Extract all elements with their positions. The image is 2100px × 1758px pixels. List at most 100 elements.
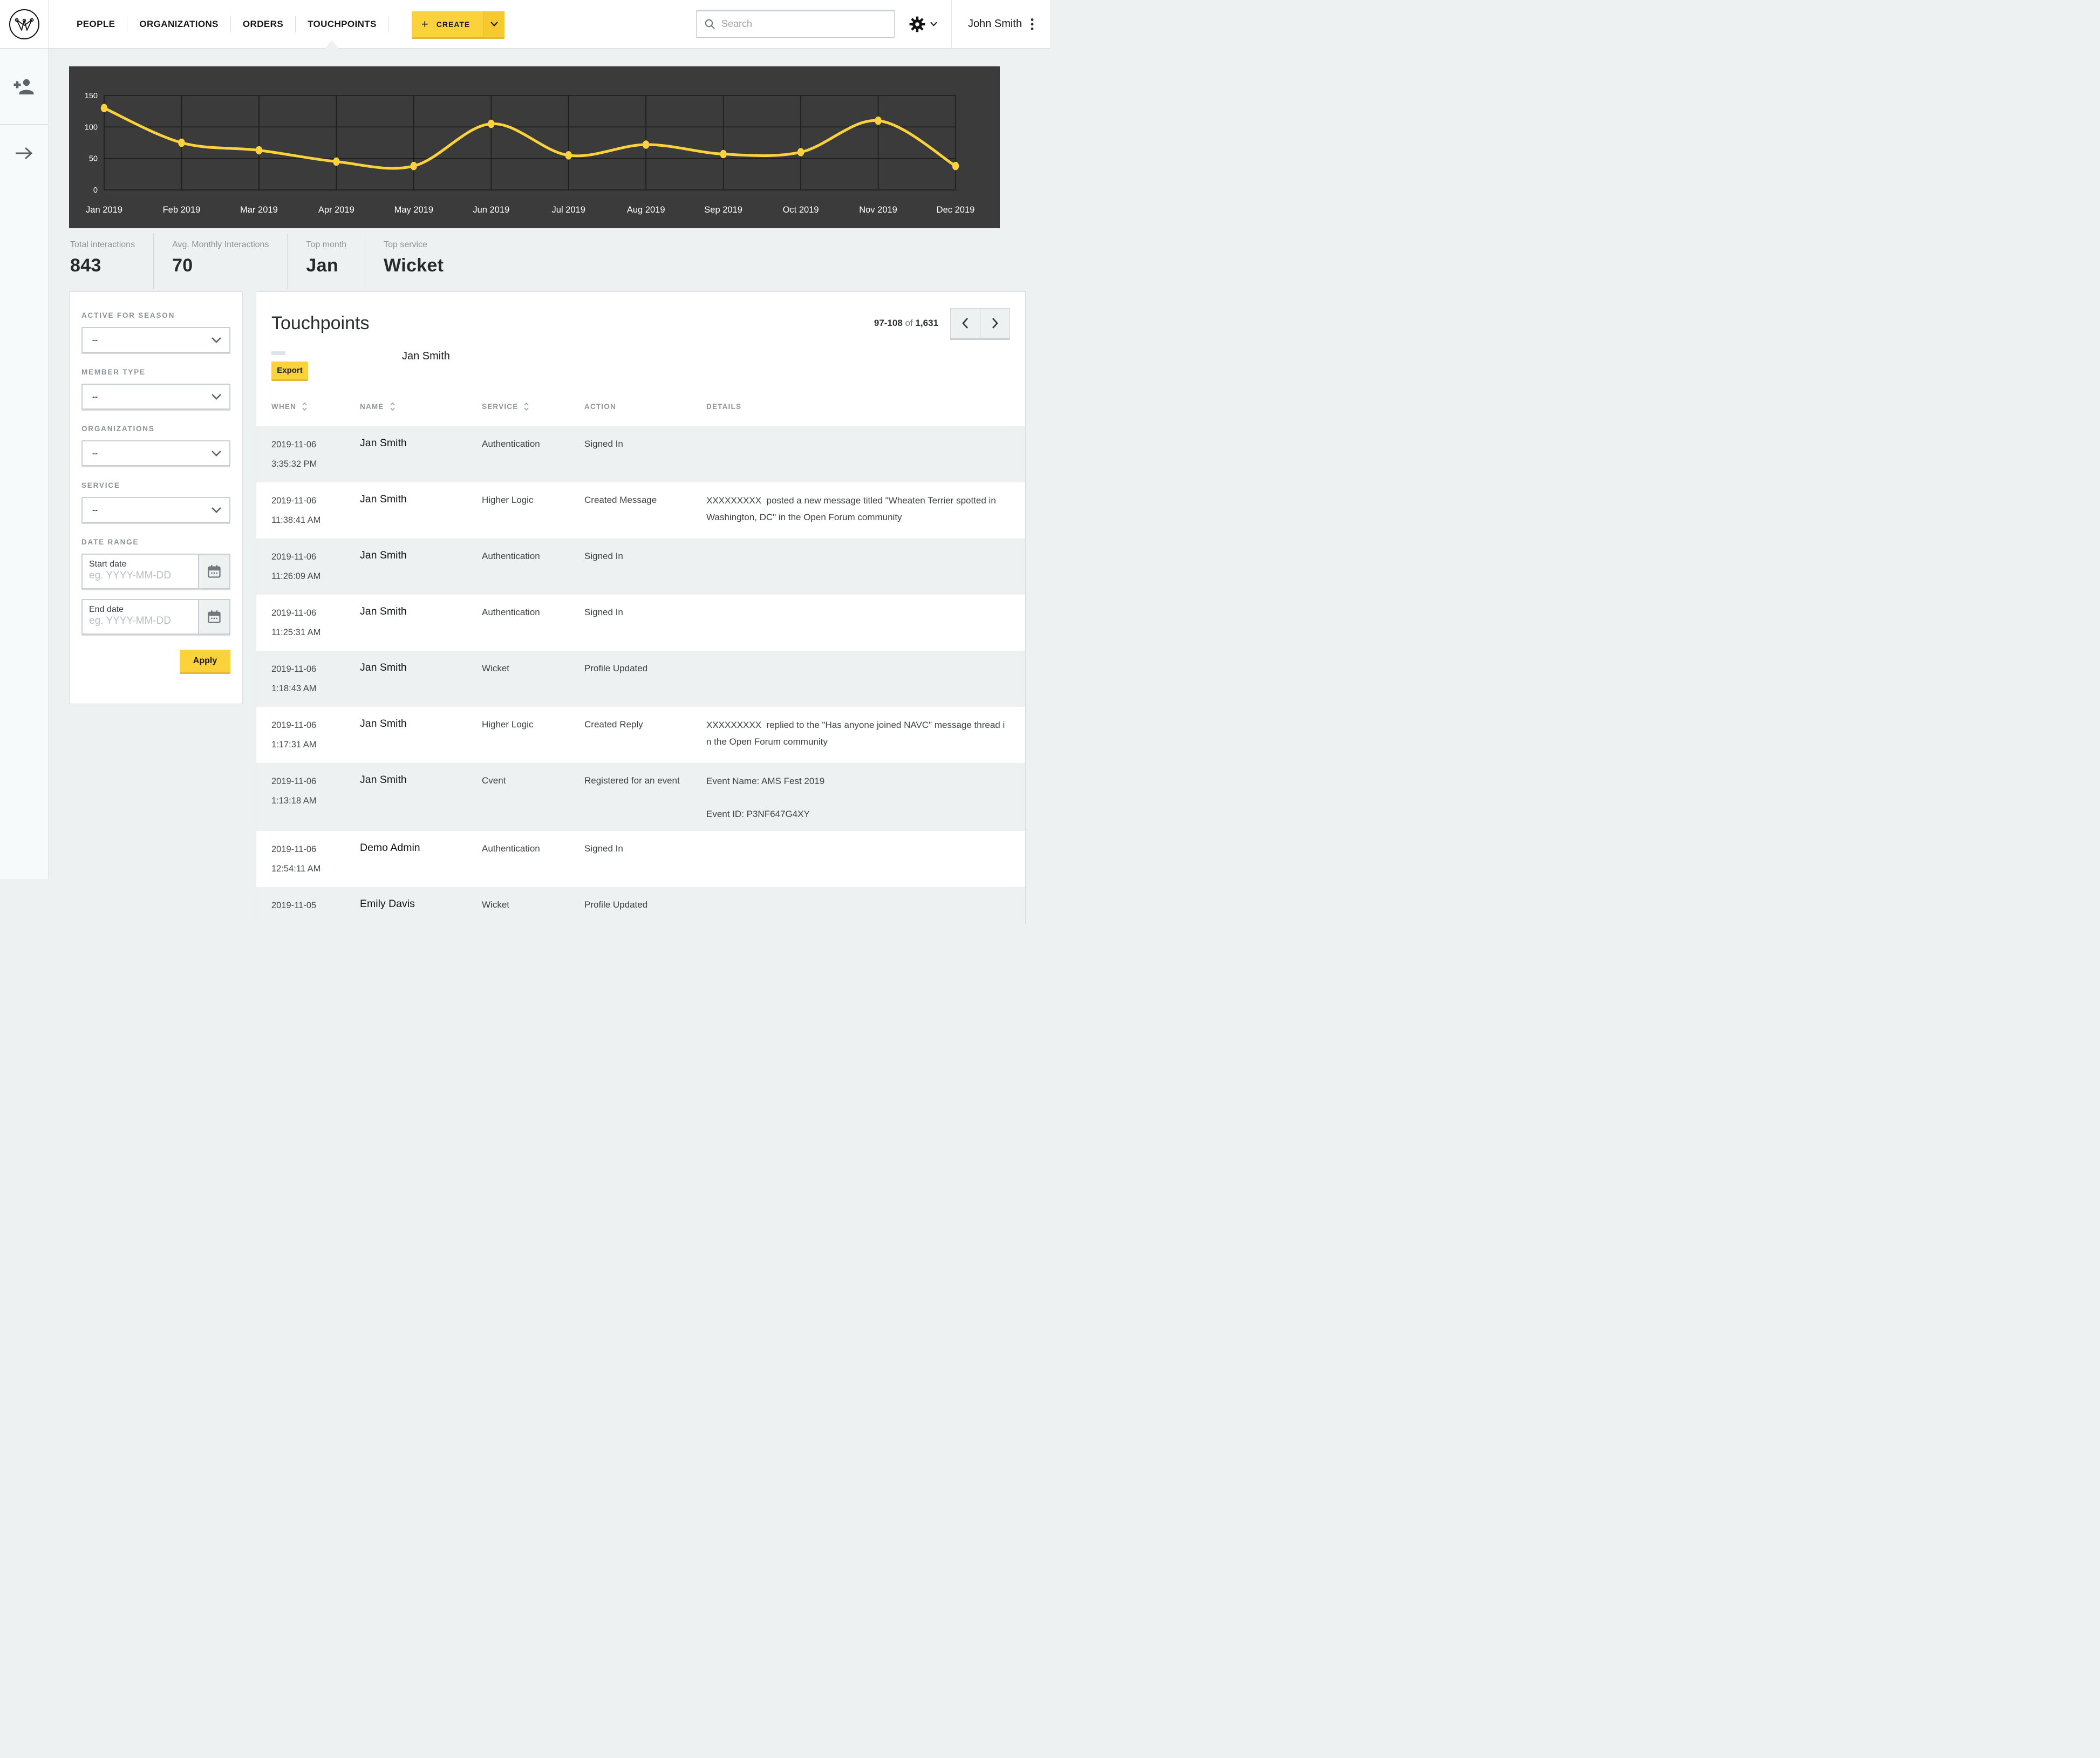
add-person-button[interactable] [0, 49, 48, 125]
search-box [696, 10, 895, 38]
end-date-input[interactable] [89, 615, 198, 627]
service-select[interactable]: -- [81, 497, 230, 523]
cell-service: Higher Logic [482, 495, 534, 505]
filter-label-member-type: MEMBER TYPE [81, 368, 146, 376]
header-divider [951, 0, 952, 49]
plus-icon: + [421, 17, 429, 31]
expand-panel-button[interactable] [0, 125, 48, 181]
user-menu[interactable]: John Smith [952, 0, 1050, 48]
column-header-name[interactable]: NAME [360, 402, 482, 411]
cell-when: 2019-11-06 1:17:31 AM [271, 720, 317, 749]
select-value: -- [92, 335, 98, 345]
settings-menu[interactable] [895, 16, 951, 33]
pagination-current: 97-108 [874, 318, 903, 328]
table-row: 2019-11-06 1:17:31 AM Jan Smith Higher Logi… [256, 707, 1025, 763]
toolbar-dash [271, 351, 285, 355]
cell-details [706, 547, 1010, 586]
arrow-right-icon [15, 147, 32, 160]
previous-page-button[interactable] [950, 308, 980, 338]
table-row: 2019-11-06 1:18:43 AM Jan Smith Wicket Profi… [256, 651, 1025, 707]
cell-details [706, 603, 1010, 642]
add-person-icon [13, 79, 33, 94]
end-date-calendar-button[interactable] [198, 600, 229, 633]
stat-total-interactions: Total interactions 843 [69, 234, 153, 289]
svg-text:May 2019: May 2019 [394, 205, 433, 215]
wicket-logo[interactable] [0, 0, 49, 48]
table-row: 2019-11-05 Emily Davis Wicket Profile Updat… [256, 887, 1025, 924]
pagination-total: 1,631 [915, 318, 938, 328]
svg-text:Jan 2019: Jan 2019 [86, 205, 122, 215]
table-row: 2019-11-06 12:54:11 AM Demo Admin Authentic… [256, 831, 1025, 887]
pagination-range: 97-108 of 1,631 [874, 318, 938, 329]
stats-row: Total interactions 843 Avg. Monthly Inte… [69, 234, 1026, 289]
cell-when: 2019-11-05 [271, 901, 317, 910]
svg-text:Nov 2019: Nov 2019 [859, 205, 897, 215]
nav-divider [388, 16, 389, 32]
table-body: 2019-11-06 3:35:32 PM Jan Smith Authenticat… [256, 426, 1025, 924]
cell-action: Created Message [584, 495, 657, 505]
table-row: 2019-11-06 11:26:09 AM Jan Smith Authentica… [256, 539, 1025, 595]
nav-divider [230, 16, 231, 32]
start-date-calendar-button[interactable] [198, 555, 229, 588]
create-dropdown-caret[interactable] [483, 11, 505, 37]
kebab-menu-icon [1031, 18, 1034, 30]
end-date-label: End date [89, 605, 124, 614]
page-title: Touchpoints [271, 312, 370, 333]
nav-tab-people[interactable]: PEOPLE [77, 18, 115, 29]
svg-text:Sep 2019: Sep 2019 [704, 205, 742, 215]
nav-tab-organizations[interactable]: ORGANIZATIONS [139, 18, 219, 29]
cell-service: Authentication [482, 843, 540, 854]
calendar-icon [208, 610, 221, 623]
column-header-service[interactable]: SERVICE [482, 402, 584, 411]
svg-text:50: 50 [89, 155, 98, 163]
next-page-button[interactable] [980, 308, 1010, 338]
cell-details [706, 435, 1010, 474]
svg-text:Apr 2019: Apr 2019 [318, 205, 354, 215]
organizations-select[interactable]: -- [81, 440, 230, 466]
nav-tab-orders[interactable]: ORDERS [242, 18, 284, 29]
cell-when: 2019-11-06 11:25:31 AM [271, 608, 321, 637]
create-button[interactable]: + CREATE [411, 11, 505, 37]
start-date-input[interactable] [89, 570, 198, 582]
cell-action: Signed In [584, 843, 623, 854]
sort-icon [390, 402, 395, 411]
active-for-season-select[interactable]: -- [81, 327, 230, 353]
nav-tab-touchpoints[interactable]: TOUCHPOINTS [308, 18, 377, 29]
chevron-down-icon [212, 507, 221, 513]
person-filter-label: Jan Smith [402, 350, 450, 362]
cell-action: Signed In [584, 551, 623, 561]
svg-text:Dec 2019: Dec 2019 [937, 205, 975, 215]
export-button[interactable]: Export [271, 362, 308, 379]
cell-name: Jan Smith [360, 493, 407, 505]
chevron-down-icon [490, 22, 498, 26]
cell-action: Registered for an event [584, 775, 680, 786]
member-type-select[interactable]: -- [81, 384, 230, 410]
stat-top-month: Top month Jan [287, 234, 365, 289]
cell-action: Profile Updated [584, 663, 648, 673]
content-columns: ACTIVE FOR SEASON -- MEMBER TYPE -- ORGA… [69, 291, 1026, 924]
cell-service: Authentication [482, 551, 540, 561]
cell-service: Wicket [482, 663, 509, 673]
stat-label: Top month [306, 240, 347, 249]
crown-logo-icon [9, 9, 39, 39]
start-date-label: Start date [89, 560, 127, 569]
cell-name: Jan Smith [360, 774, 407, 786]
cell-when: 2019-11-06 12:54:11 AM [271, 844, 321, 874]
apply-filters-button[interactable]: Apply [180, 650, 230, 672]
search-input[interactable] [721, 18, 887, 30]
stat-top-service: Top service Wicket [365, 234, 462, 289]
cell-when: 2019-11-06 1:13:18 AM [271, 776, 317, 806]
chevron-left-icon [962, 318, 968, 329]
column-header-details: DETAILS [706, 403, 742, 411]
cell-name: Jan Smith [360, 549, 407, 561]
chevron-right-icon [992, 318, 998, 329]
cell-service: Wicket [482, 900, 509, 910]
cell-when: 2019-11-06 11:38:41 AM [271, 496, 321, 525]
table-toolbar: Export Jan Smith [256, 344, 1025, 386]
cell-name: Jan Smith [360, 437, 407, 449]
table-row: 2019-11-06 11:38:41 AM Jan Smith Higher Log… [256, 482, 1025, 539]
stat-avg-monthly-interactions: Avg. Monthly Interactions 70 [153, 234, 287, 289]
column-header-when[interactable]: WHEN [271, 402, 360, 411]
search-icon [705, 19, 715, 29]
svg-text:Aug 2019: Aug 2019 [627, 205, 665, 215]
